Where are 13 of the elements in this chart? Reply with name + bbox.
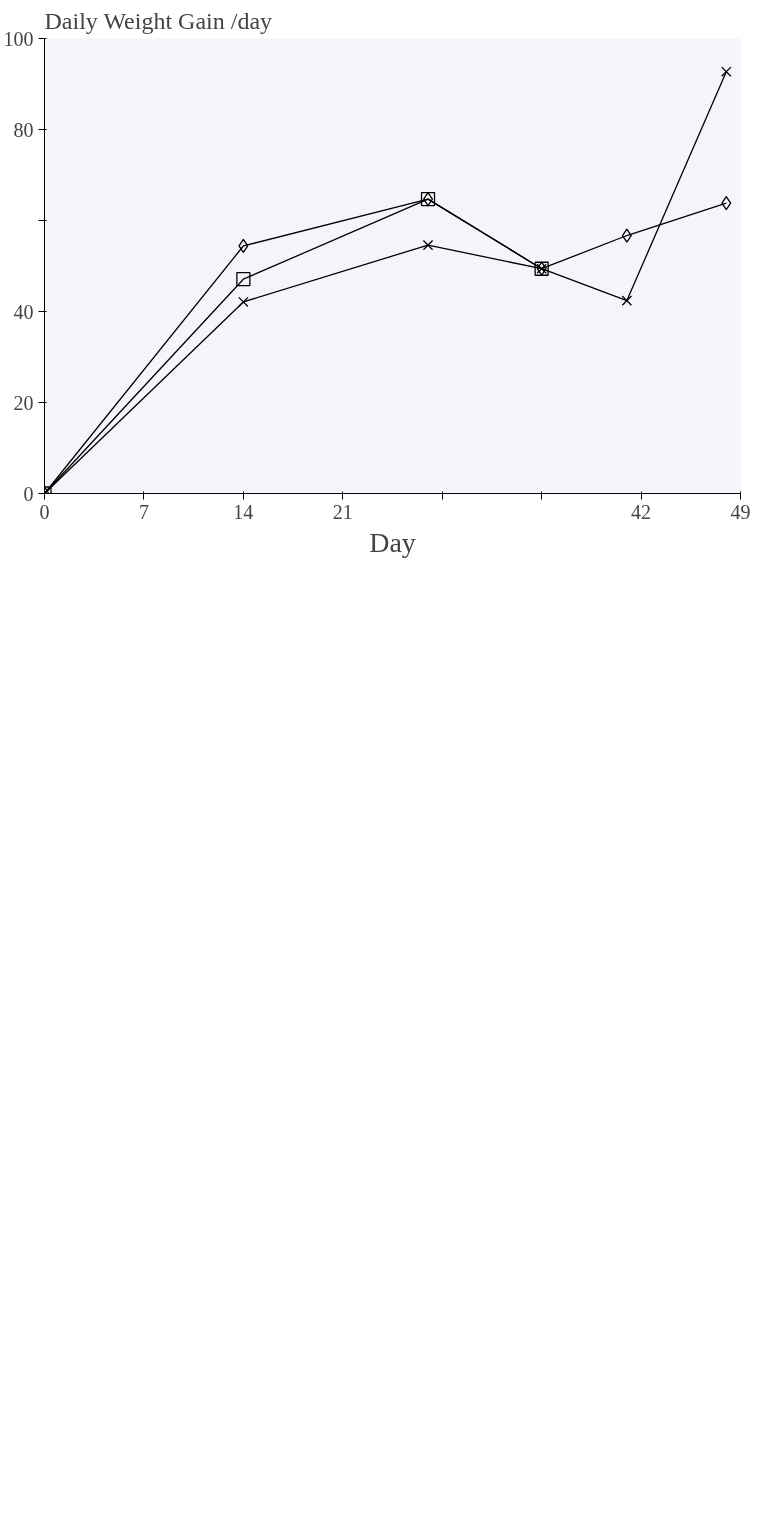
x-axis-title: Day: [369, 526, 416, 558]
x-tick-label: 21: [332, 500, 353, 523]
y-tick-label: 40: [13, 300, 34, 323]
y-axis-title: Daily Weight Gain /day: [44, 7, 273, 34]
x-tick-label: 42: [631, 500, 652, 523]
y-tick-label: 0: [23, 482, 34, 505]
x-tick-label: 14: [233, 500, 254, 523]
y-tick-label: 20: [13, 391, 34, 414]
y-tick-label: 100: [3, 27, 34, 50]
x-tick-label: 49: [730, 500, 751, 523]
x-tick-label: 0: [39, 500, 50, 523]
y-tick-label: 80: [13, 118, 34, 141]
x-tick-label: 7: [138, 500, 149, 523]
